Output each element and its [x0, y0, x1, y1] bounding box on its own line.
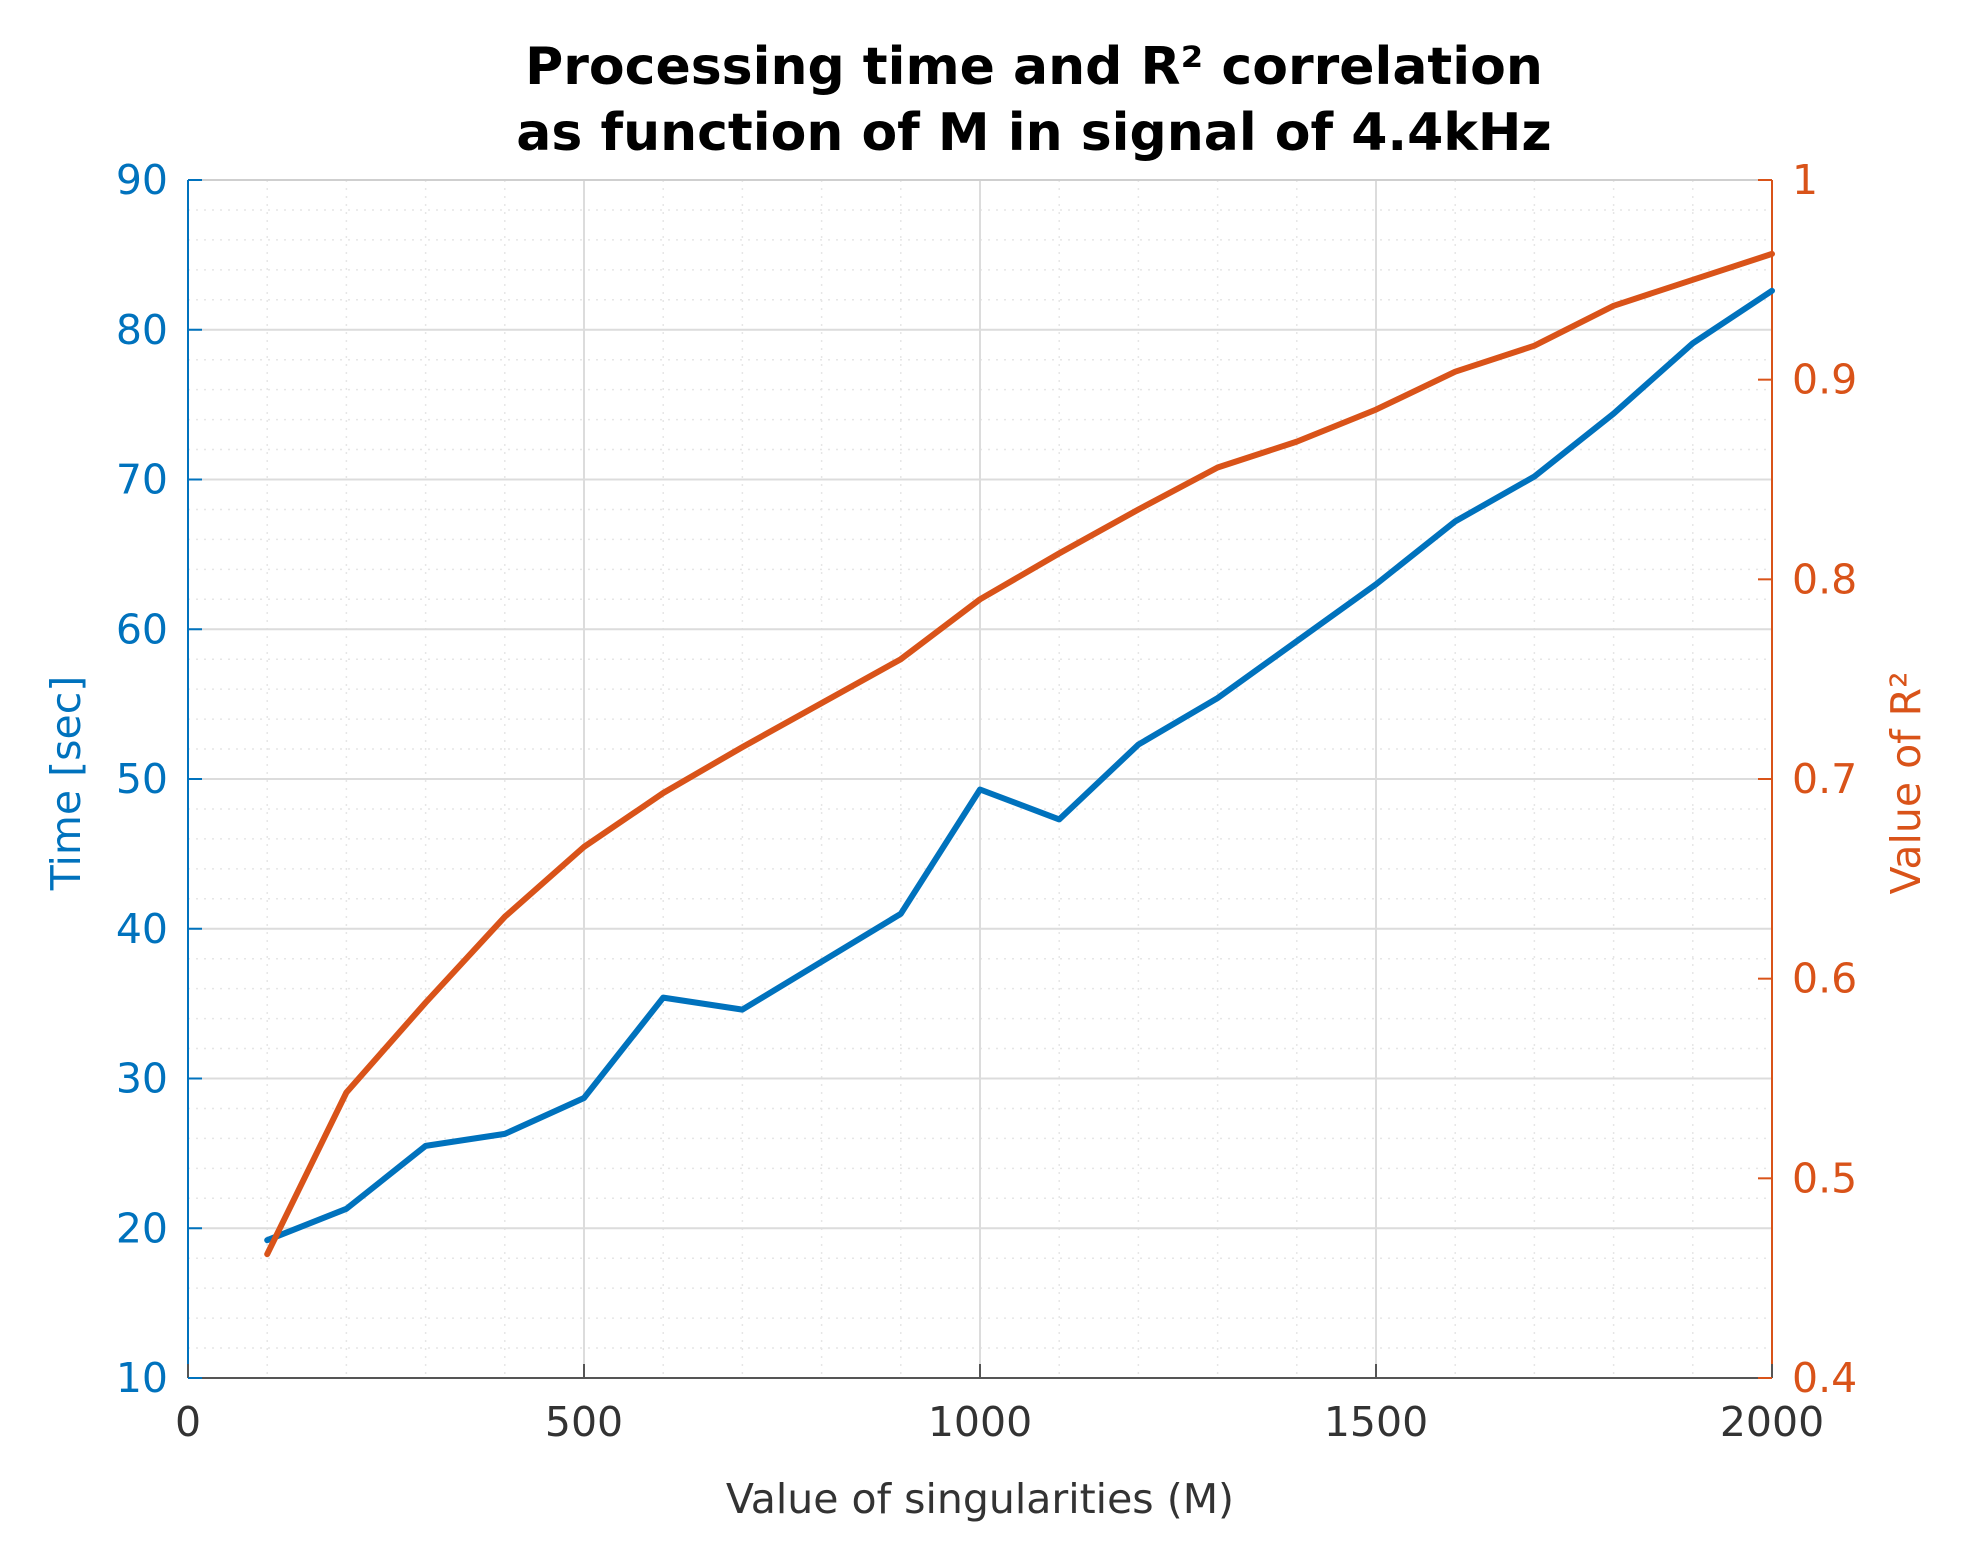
x-tick-label: 2000: [1720, 1398, 1824, 1446]
r2-series-line: [264, 250, 1775, 1258]
y-right-tick-label: 0.7: [1792, 755, 1857, 803]
y-left-tick-label: 20: [116, 1204, 168, 1252]
x-tick-label: 500: [545, 1398, 623, 1446]
y-right-tick-label: 0.8: [1792, 555, 1857, 603]
x-tick-label: 1000: [928, 1398, 1032, 1446]
y-right-tick-label: 1: [1792, 156, 1818, 204]
y-left-tick-label: 30: [116, 1055, 168, 1103]
y-left-tick-label: 90: [116, 156, 168, 204]
y-left-tick-label: 80: [116, 306, 168, 354]
y-right-tick-label: 0.9: [1792, 356, 1857, 404]
chart-title: Processing time and R² correlation as fu…: [516, 37, 1551, 163]
x-tick-label: 1500: [1324, 1398, 1428, 1446]
x-tick-labels: 0 500 1000 1500 2000: [175, 1364, 1824, 1446]
y-left-tick-label: 50: [116, 755, 168, 803]
y-left-tick-label: 40: [116, 905, 168, 953]
major-grid: [188, 180, 1772, 1378]
y-axis-left-label: Time [sec]: [42, 676, 90, 892]
y-right-tick-label: 0.6: [1792, 955, 1857, 1003]
x-tick-label: 0: [175, 1398, 201, 1446]
time-series-line: [264, 287, 1775, 1244]
y-left-tick-labels: 10 20 30 40 50 60 70 80 90: [116, 156, 202, 1402]
y-right-tick-labels: 0.4 0.5 0.6 0.7 0.8 0.9 1: [1758, 156, 1857, 1402]
y-right-tick-label: 0.5: [1792, 1154, 1857, 1202]
y-left-tick-label: 60: [116, 605, 168, 653]
y-left-tick-label: 70: [116, 456, 168, 504]
chart-title-line-2: as function of M in signal of 4.4kHz: [516, 103, 1551, 163]
y-axis-right-label: Value of R²: [1882, 671, 1930, 894]
series-lines: [264, 250, 1775, 1258]
x-axis-label: Value of singularities (M): [726, 1475, 1234, 1523]
y-left-tick-label: 10: [116, 1354, 168, 1402]
y-right-tick-label: 0.4: [1792, 1354, 1857, 1402]
chart-title-line-1: Processing time and R² correlation: [525, 37, 1543, 97]
